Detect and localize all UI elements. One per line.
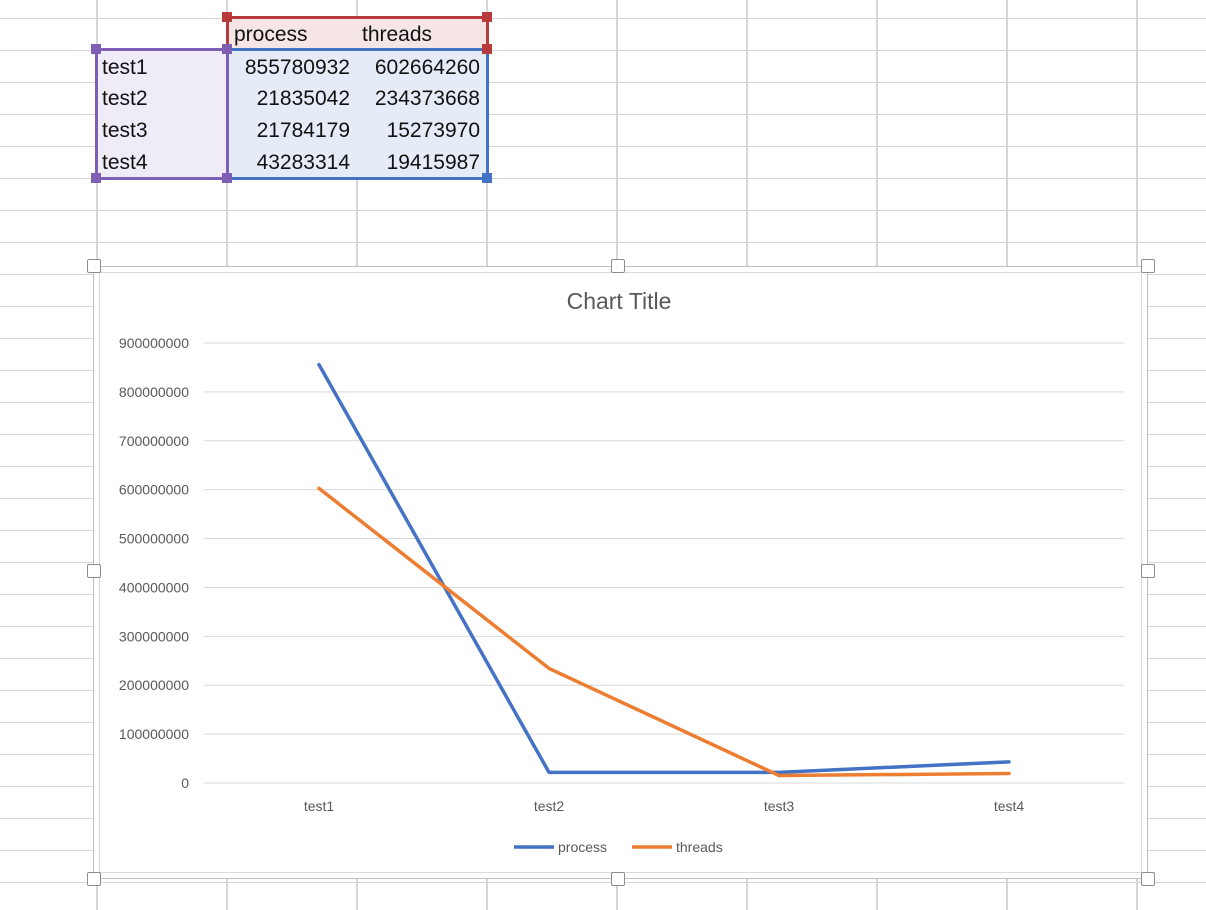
process-value-cell[interactable]: 21835042 <box>256 87 350 110</box>
row-gridline <box>0 50 1206 51</box>
y-tick-label: 400000000 <box>119 579 189 595</box>
threads-value-cell[interactable]: 234373668 <box>374 87 480 110</box>
row-label-cell[interactable]: test4 <box>102 151 148 174</box>
y-axis-tick-labels: 0 100000000 200000000 300000000 400000000 500… <box>119 335 189 791</box>
y-tick-label: 500000000 <box>119 531 189 547</box>
y-tick-label: 700000000 <box>119 433 189 449</box>
value-range-fill <box>228 51 486 178</box>
label-range-handle[interactable] <box>91 44 101 54</box>
header-range-fill <box>228 18 486 50</box>
value-range-handle[interactable] <box>482 173 492 183</box>
series-line-threads[interactable] <box>317 486 1011 778</box>
chart-series <box>317 362 1011 778</box>
row-gridline <box>0 18 1206 19</box>
row-gridline <box>0 210 1206 211</box>
process-value-cell[interactable]: 855780932 <box>244 56 350 79</box>
chart-resize-handle[interactable] <box>611 872 625 886</box>
chart-resize-handle[interactable] <box>1141 872 1155 886</box>
row-label-cell[interactable]: test2 <box>102 87 148 110</box>
chart-resize-handle[interactable] <box>1141 564 1155 578</box>
threads-value-cell[interactable]: 602664260 <box>374 56 480 79</box>
y-tick-label: 0 <box>181 775 189 791</box>
process-value-cell[interactable]: 43283314 <box>256 151 350 174</box>
y-tick-label: 600000000 <box>119 482 189 498</box>
header-cell-process[interactable]: process <box>234 23 308 46</box>
x-tick-label: test1 <box>304 798 335 814</box>
row-gridline <box>0 146 1206 147</box>
row-label-cell[interactable]: test3 <box>102 119 148 142</box>
header-range-handle[interactable] <box>222 12 232 22</box>
threads-value-cell[interactable]: 15273970 <box>386 119 480 142</box>
chart-legend[interactable]: process threads <box>514 839 723 855</box>
x-tick-label: test4 <box>994 798 1025 814</box>
label-range-handle[interactable] <box>222 173 232 183</box>
y-tick-label: 100000000 <box>119 726 189 742</box>
chart-title[interactable]: Chart Title <box>567 288 672 314</box>
row-gridline <box>0 242 1206 243</box>
y-tick-label: 900000000 <box>119 335 189 351</box>
x-tick-label: test3 <box>764 798 795 814</box>
row-gridline <box>0 82 1206 83</box>
header-range-handle[interactable] <box>482 12 492 22</box>
line-chart[interactable]: Chart Title 0 100000000 200000000 300000000… <box>93 266 1148 879</box>
y-tick-label: 300000000 <box>119 628 189 644</box>
chart-resize-handle[interactable] <box>87 872 101 886</box>
x-tick-label: test2 <box>534 798 565 814</box>
x-axis-tick-labels: test1 test2 test3 test4 <box>304 798 1025 814</box>
label-range-fill <box>98 51 226 178</box>
chart-resize-handle[interactable] <box>87 564 101 578</box>
chart-resize-handle[interactable] <box>87 259 101 273</box>
row-gridline <box>0 114 1206 115</box>
y-tick-label: 200000000 <box>119 677 189 693</box>
label-range-handle[interactable] <box>91 173 101 183</box>
row-gridline <box>0 178 1206 179</box>
legend-label-threads[interactable]: threads <box>676 839 723 855</box>
y-tick-label: 800000000 <box>119 384 189 400</box>
chart-gridlines <box>204 342 1124 784</box>
chart-resize-handle[interactable] <box>1141 259 1155 273</box>
header-range-handle[interactable] <box>482 44 492 54</box>
chart-resize-handle[interactable] <box>611 259 625 273</box>
label-range-handle[interactable] <box>222 44 232 54</box>
chart-canvas: Chart Title 0 100000000 200000000 300000000… <box>119 288 1124 855</box>
threads-value-cell[interactable]: 19415987 <box>386 151 480 174</box>
series-line-process[interactable] <box>317 362 1011 775</box>
header-cell-threads[interactable]: threads <box>362 23 433 46</box>
row-label-cell[interactable]: test1 <box>102 56 148 79</box>
process-value-cell[interactable]: 21784179 <box>256 119 350 142</box>
legend-label-process[interactable]: process <box>558 839 607 855</box>
row-gridline <box>0 882 1206 883</box>
